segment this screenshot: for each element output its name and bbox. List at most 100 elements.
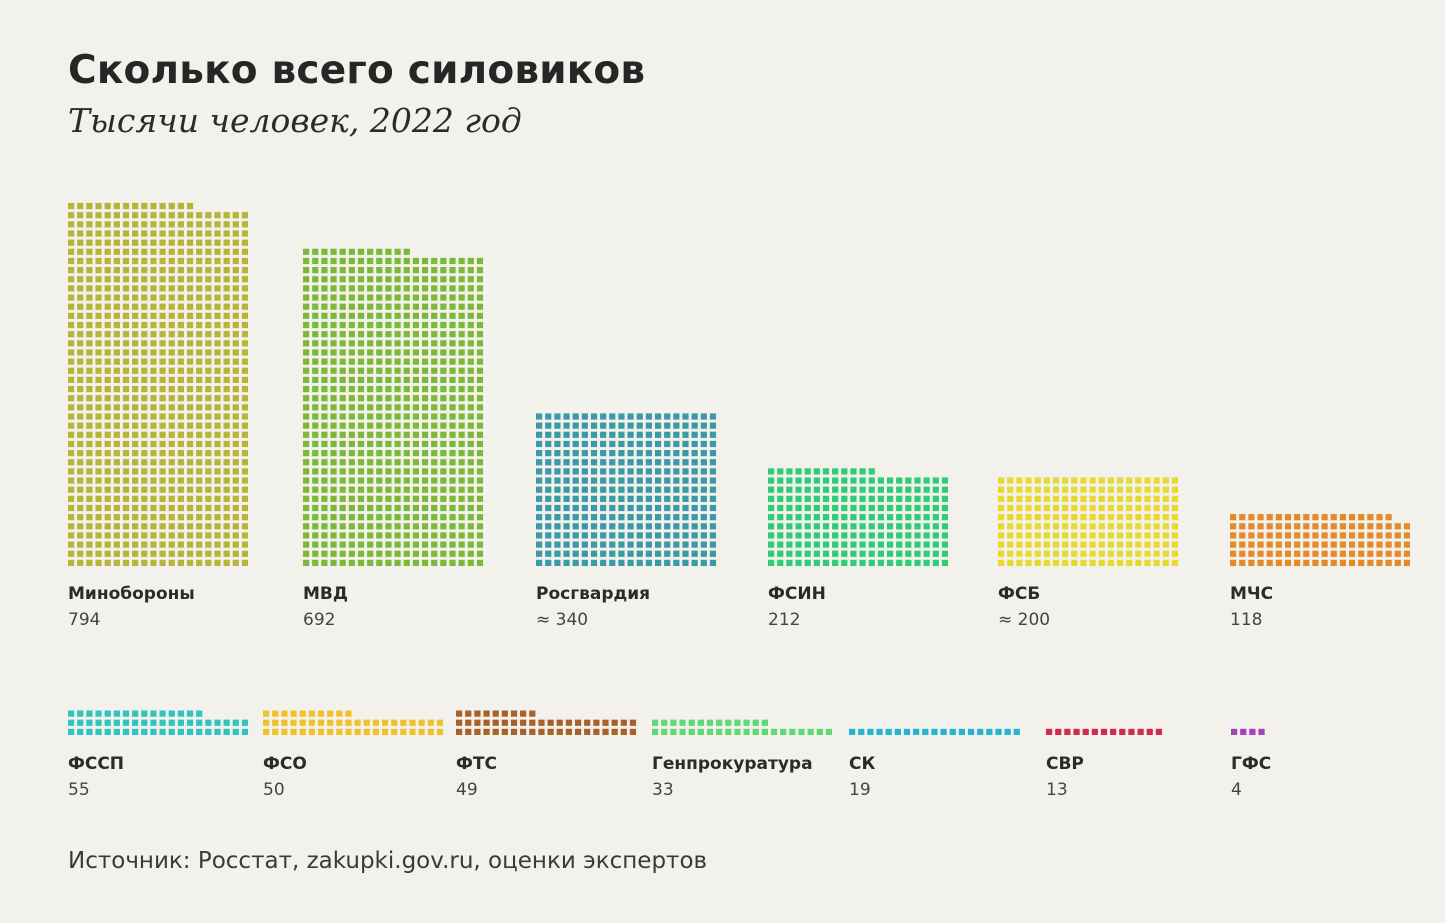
waffle-cell: [440, 431, 447, 438]
waffle-cell: [545, 514, 552, 521]
waffle-cell: [458, 468, 465, 475]
waffle-cell: [113, 321, 120, 329]
waffle-cell: [205, 331, 212, 338]
waffle-cell: [177, 550, 184, 557]
waffle-cell: [476, 532, 484, 539]
waffle-cell: [68, 221, 75, 228]
waffle-cell: [1034, 532, 1041, 539]
waffle-cell: [449, 340, 456, 347]
waffle-cell: [214, 413, 221, 420]
waffle-cell: [1016, 532, 1023, 539]
waffle-cell: [670, 719, 677, 726]
waffle-cell: [1171, 477, 1179, 484]
waffle-cell: [196, 312, 203, 319]
waffle-cell: [159, 486, 166, 493]
waffle-cell: [376, 468, 383, 475]
waffle-cell: [554, 559, 561, 566]
waffle-cell: [476, 541, 484, 548]
waffle-cell: [905, 550, 912, 557]
waffle-cell: [627, 550, 634, 557]
waffle-cell: [777, 550, 784, 557]
waffle-cell: [186, 212, 194, 219]
waffle-cell: [734, 719, 741, 726]
waffle-cell: [449, 532, 456, 539]
waffle-cell: [418, 728, 425, 735]
waffle-cell: [132, 285, 139, 292]
waffle-cell: [449, 395, 456, 402]
waffle-cell: [385, 495, 392, 502]
waffle-cell: [1089, 486, 1096, 493]
waffle-cell: [312, 541, 319, 548]
waffle-cell: [1080, 495, 1087, 502]
waffle-cell: [627, 450, 634, 457]
waffle-cell: [841, 495, 848, 502]
waffle-cell: [609, 541, 616, 548]
waffle-cell: [232, 440, 239, 448]
waffle-cell: [177, 257, 184, 265]
waffle-cell: [1248, 514, 1255, 521]
waffle-cell: [403, 367, 410, 374]
waffle-cell: [196, 358, 203, 365]
waffle-cell: [1016, 495, 1023, 502]
waffle-cell: [1098, 514, 1105, 521]
waffle-cell: [850, 523, 857, 530]
waffle-cell: [581, 413, 588, 420]
waffle-cell: [431, 532, 438, 539]
waffle-cell: [421, 559, 429, 566]
waffle-cell: [421, 395, 429, 402]
waffle-cell: [913, 728, 920, 735]
waffle-cell: [1080, 523, 1087, 530]
waffle-фсо: [263, 710, 444, 735]
waffle-cell: [186, 294, 194, 301]
waffle-cell: [565, 728, 572, 735]
waffle-cell: [205, 267, 212, 274]
waffle-cell: [241, 285, 249, 292]
waffle-cell: [394, 385, 401, 393]
waffle-cell: [786, 550, 793, 557]
waffle-cell: [1171, 504, 1179, 512]
waffle-cell: [385, 367, 392, 374]
waffle-cell: [68, 422, 75, 429]
waffle-cell: [832, 550, 839, 557]
waffle-cell: [159, 202, 166, 210]
waffle-cell: [150, 413, 157, 420]
waffle-cell: [590, 422, 598, 429]
value-label: 33: [652, 780, 674, 800]
waffle-cell: [1091, 728, 1098, 735]
waffle-cell: [421, 285, 429, 292]
waffle-cell: [798, 728, 805, 735]
waffle-cell: [141, 486, 148, 493]
waffle-cell: [709, 450, 717, 457]
waffle-cell: [777, 514, 784, 521]
waffle-cell: [104, 294, 111, 301]
waffle-cell: [1258, 728, 1265, 735]
waffle-cell: [682, 550, 689, 557]
waffle-cell: [905, 477, 912, 484]
waffle-cell: [77, 376, 84, 383]
waffle-cell: [770, 728, 778, 735]
waffle-cell: [609, 486, 616, 493]
waffle-cell: [330, 532, 337, 539]
waffle-cell: [590, 541, 598, 548]
waffle-cell: [600, 468, 607, 475]
waffle-cell: [449, 267, 456, 274]
waffle-cell: [339, 486, 346, 493]
waffle-cell: [1089, 504, 1096, 512]
category-label: МВД: [303, 584, 349, 604]
waffle-cell: [86, 230, 93, 237]
waffle-cell: [77, 212, 84, 219]
waffle-cell: [1257, 514, 1264, 521]
waffle-cell: [449, 321, 456, 329]
waffle-cell: [205, 367, 212, 374]
waffle-cell: [95, 358, 102, 365]
waffle-cell: [77, 285, 84, 292]
waffle-cell: [700, 440, 707, 448]
waffle-cell: [104, 248, 111, 255]
waffle-cell: [86, 349, 93, 356]
waffle-cell: [299, 719, 306, 726]
waffle-cell: [232, 349, 239, 356]
waffle-cell: [141, 321, 148, 329]
waffle-cell: [113, 504, 120, 512]
waffle-cell: [923, 559, 930, 566]
waffle-cell: [367, 321, 374, 329]
